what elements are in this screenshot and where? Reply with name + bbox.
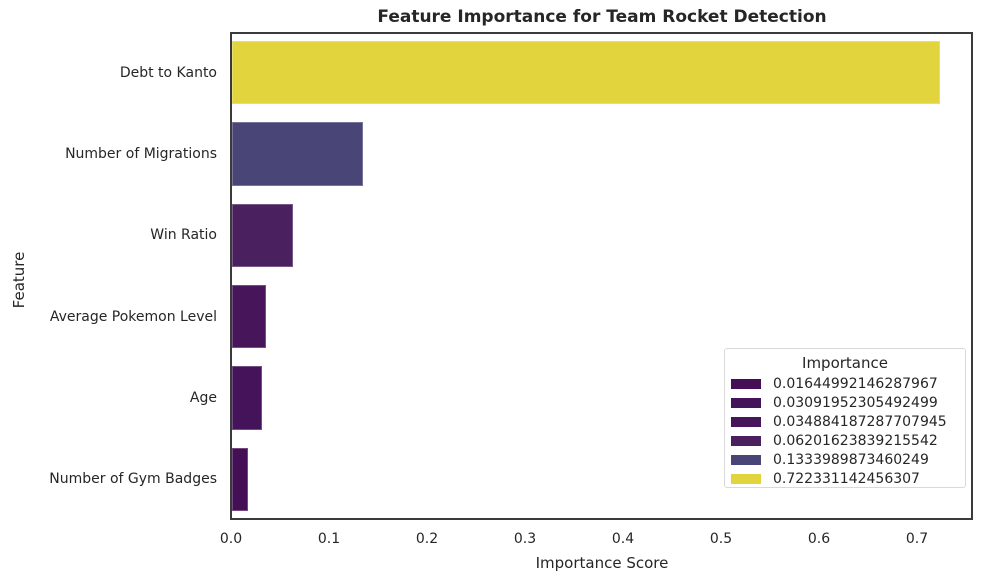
y-tick-label: Debt to Kanto [119,64,217,81]
y-tick-label: Win Ratio [150,227,217,244]
y-axis-label: Feature [10,251,28,309]
x-tick-label: 0.1 [317,531,341,547]
y-tick-label: Average Pokemon Level [49,308,217,325]
bar [232,366,263,430]
legend-swatch [731,435,761,446]
x-tick-label: 0.3 [513,531,537,547]
legend-entry: 0.01644992146287967 [725,374,965,393]
x-tick-label: 0.2 [415,531,439,547]
legend-label: 0.06201623839215542 [773,432,938,449]
bar [232,122,363,186]
bar [232,447,249,512]
legend-swatch [731,454,761,465]
y-tick-label: Number of Gym Badges [49,471,217,488]
legend-label: 0.722331142456307 [773,470,920,487]
x-tick-label: 0.0 [219,531,243,547]
x-axis-label: Importance Score [535,554,669,572]
x-tick-label: 0.7 [905,531,929,547]
legend-swatch [731,378,761,389]
legend-entry: 0.722331142456307 [725,469,965,488]
chart-title: Feature Importance for Team Rocket Detec… [377,7,827,27]
y-tick-label: Number of Migrations [65,146,217,162]
x-tick-label: 0.5 [709,531,733,547]
bar [232,40,940,105]
legend-label: 0.034884187287707945 [773,413,947,430]
x-tick-label: 0.4 [611,531,635,547]
y-tick-label: Age [189,390,217,406]
bar [232,284,267,349]
legend-entry: 0.034884187287707945 [725,412,965,431]
legend-label: 0.01644992146287967 [773,375,938,392]
legend-entry: 0.06201623839215542 [725,431,965,450]
bar [232,203,293,268]
legend-entry: 0.03091952305492499 [725,393,965,412]
x-tick-label: 0.6 [807,531,831,547]
legend-label: 0.1333989873460249 [773,451,929,468]
legend-title: Importance [802,354,888,372]
plot-area [230,32,973,520]
legend-entry: 0.1333989873460249 [725,450,965,469]
legend: Importance 0.01644992146287967 0.03091952… [724,348,966,488]
legend-swatch [731,473,761,484]
legend-swatch [731,397,761,408]
legend-swatch [731,416,761,427]
legend-label: 0.03091952305492499 [773,394,938,411]
